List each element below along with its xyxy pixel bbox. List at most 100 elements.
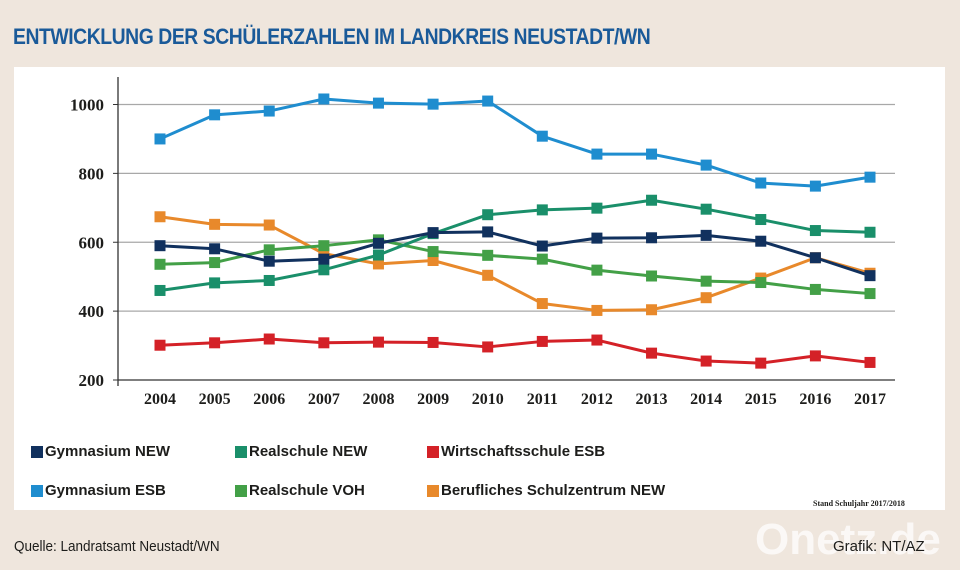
data-point [646, 347, 658, 359]
data-point [755, 357, 767, 369]
data-point [318, 253, 330, 265]
legend-label: Gymnasium NEW [45, 443, 171, 460]
data-point [263, 244, 275, 256]
legend-swatch [235, 484, 247, 497]
legend-swatch [427, 484, 439, 497]
data-point [154, 339, 166, 351]
data-point [536, 335, 548, 347]
x-tick-label: 2011 [527, 391, 558, 408]
y-tick-label: 800 [79, 164, 105, 183]
legend-label: Gymnasium ESB [45, 482, 166, 499]
series-line-wirtschaftsschule-esb [159, 337, 871, 365]
data-point [755, 177, 767, 189]
legend-item-realschule-new: Realschule NEW [235, 443, 367, 460]
data-point [809, 283, 821, 295]
data-point [646, 232, 658, 244]
legend-label: Wirtschaftsschule ESB [441, 443, 606, 460]
data-point [318, 248, 330, 260]
data-point [646, 270, 658, 282]
x-tick-label: 2012 [581, 391, 613, 408]
y-tick-label: 400 [79, 302, 105, 321]
x-tick-label: 2009 [417, 391, 449, 408]
legend-item-gymnasium-esb: Gymnasium ESB [31, 482, 166, 499]
data-point [318, 93, 330, 105]
data-point [154, 211, 166, 223]
data-point [700, 275, 712, 287]
data-point [372, 258, 384, 270]
data-point [318, 240, 330, 252]
legend-swatch [235, 445, 247, 458]
data-point [318, 264, 330, 276]
series-line-realschule-voh [159, 238, 871, 296]
data-point [646, 148, 658, 160]
data-point [482, 95, 494, 107]
data-point [209, 257, 221, 269]
data-point [700, 229, 712, 241]
y-tick-label: 1000 [70, 96, 104, 115]
data-point [154, 258, 166, 270]
data-point [372, 336, 384, 348]
x-tick-label: 2015 [745, 391, 777, 408]
legend-label: Realschule VOH [249, 482, 365, 499]
data-point [536, 240, 548, 252]
data-point [372, 249, 384, 261]
data-point [318, 337, 330, 349]
data-point [482, 226, 494, 238]
data-point [591, 334, 603, 346]
data-point [154, 284, 166, 296]
data-point [263, 333, 275, 345]
data-point [755, 214, 767, 226]
x-tick-label: 2013 [636, 391, 668, 408]
legend-label: Realschule NEW [249, 443, 368, 460]
x-tick-label: 2008 [362, 391, 394, 408]
watermark-logo: Onetz.de [755, 515, 941, 564]
data-point [482, 209, 494, 221]
legend-swatch [31, 445, 43, 458]
legend-item-wirtschaftsschule-esb: Wirtschaftsschule ESB [427, 443, 605, 460]
data-point [646, 304, 658, 316]
data-point [591, 232, 603, 244]
data-point [864, 356, 876, 368]
data-point [209, 218, 221, 230]
legend-swatch [31, 484, 43, 497]
x-tick-label: 2006 [253, 391, 285, 408]
data-point [700, 292, 712, 304]
legend-item-berufliches-schulzentrum-new: Berufliches Schulzentrum NEW [427, 482, 665, 499]
y-tick-label: 600 [79, 233, 105, 252]
data-point [209, 337, 221, 349]
data-point [482, 269, 494, 281]
data-point [755, 277, 767, 289]
x-tick-label: 2004 [144, 391, 176, 408]
series-line-gymnasium-esb [159, 97, 871, 188]
y-tick-label: 200 [79, 371, 105, 390]
data-point [809, 180, 821, 192]
data-point [591, 148, 603, 160]
data-point [536, 204, 548, 216]
data-point [591, 304, 603, 316]
data-point [263, 255, 275, 267]
data-point [809, 225, 821, 237]
data-point [154, 133, 166, 145]
data-point [427, 98, 439, 110]
legend-swatch [427, 445, 439, 458]
data-point [427, 336, 439, 348]
data-point [591, 202, 603, 214]
x-tick-label: 2017 [854, 391, 886, 408]
data-point [536, 130, 548, 142]
data-point [209, 109, 221, 121]
data-point [809, 350, 821, 362]
x-tick-label: 2016 [799, 391, 831, 408]
series-line-gymnasium-new [159, 230, 871, 278]
legend-item-realschule-voh: Realschule VOH [235, 482, 365, 499]
x-tick-label: 2007 [308, 391, 340, 408]
data-point [809, 252, 821, 264]
data-point [700, 203, 712, 215]
stand-note: Stand Schuljahr 2017/2018 [813, 499, 905, 508]
series-line-realschule-new [159, 198, 871, 292]
credit-note: Grafik: NT/AZ [833, 538, 925, 555]
data-point [700, 159, 712, 171]
data-point [263, 105, 275, 117]
data-point [864, 226, 876, 238]
data-point [372, 237, 384, 249]
